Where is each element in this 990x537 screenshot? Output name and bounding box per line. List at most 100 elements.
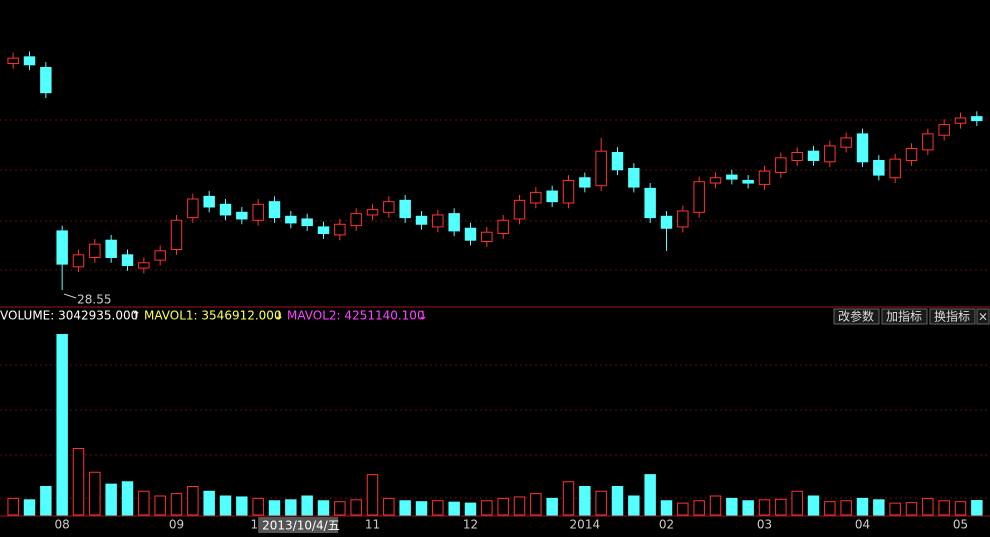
button-frame [881, 308, 928, 325]
candle-body [971, 116, 983, 122]
volume-bar [252, 497, 264, 516]
candle-body [677, 210, 689, 228]
volume-bar [889, 502, 901, 516]
candle-body [954, 117, 967, 124]
volume-bar [693, 500, 705, 516]
x-tick-label: 03 [757, 518, 772, 532]
volume-bar [775, 498, 787, 516]
mavol1-label: MAVOL1: 3546912.000 [144, 309, 282, 323]
volume-bar [628, 495, 640, 516]
volume-bar [301, 495, 313, 516]
volume-bar [121, 481, 134, 516]
volume-bar [448, 501, 460, 516]
button[interactable]: 加指标 [886, 309, 922, 324]
volume-bar [105, 483, 117, 516]
volume-bar [546, 497, 558, 516]
candle-body [922, 133, 934, 151]
volume-bar [350, 499, 362, 516]
candle-body [415, 215, 428, 225]
mavol2-arrow: ↓ [418, 309, 428, 323]
low-annotation: 28.55 [77, 293, 111, 307]
candle-body [791, 152, 803, 161]
candle-body [366, 209, 379, 216]
volume-bar [23, 499, 36, 516]
candle-body [693, 181, 705, 213]
candle-body [334, 223, 346, 236]
candle-body [268, 201, 281, 219]
x-tick-label: 11 [365, 518, 380, 532]
volume-bar [89, 471, 101, 516]
candle-body [742, 179, 754, 184]
x-tick-label: 04 [855, 518, 870, 532]
candle-body [89, 243, 101, 258]
candle-body [660, 215, 673, 229]
volume-label: VOLUME: 3042935.000 [0, 309, 138, 323]
candle-body [285, 215, 297, 224]
volume-bar [807, 495, 820, 516]
button[interactable]: 改参数 [838, 309, 874, 324]
volume-bar [187, 486, 199, 516]
volume-bar [170, 493, 183, 516]
x-tick-label: 02 [659, 518, 674, 532]
volume-bar [791, 490, 803, 516]
volume-bar [709, 495, 722, 516]
candle-body [873, 159, 885, 176]
volume-bar [856, 497, 869, 516]
candle-body [513, 199, 526, 220]
volume-bar [579, 486, 591, 516]
x-tick-label: 2014 [570, 518, 601, 532]
candle-body [546, 190, 558, 203]
candle-body [203, 195, 215, 208]
mavol1-arrow: ↓ [274, 309, 284, 323]
cursor-date-box [258, 517, 339, 533]
candle-body [807, 150, 820, 161]
volume-bar [873, 499, 885, 516]
x-tick-label: 05 [953, 518, 968, 532]
volume-bar [938, 500, 950, 516]
candle-body [154, 250, 166, 261]
candle-body [938, 124, 950, 136]
mavol2-label: MAVOL2: 4251140.100 [287, 309, 425, 323]
candle-body [236, 211, 248, 220]
candle-body [497, 219, 509, 235]
candle-body [219, 203, 232, 216]
close-button[interactable]: × [978, 310, 988, 324]
candle-body [856, 133, 869, 163]
volume-bar [40, 486, 52, 516]
candle-body [448, 213, 460, 232]
volume-bar [595, 490, 607, 516]
candle-body [579, 177, 591, 188]
volume-bar [154, 495, 166, 516]
candle-body [824, 145, 836, 163]
volume-bar [464, 502, 477, 516]
button-frame [833, 308, 880, 325]
candle-body [530, 191, 542, 204]
candle-body [709, 177, 722, 184]
candle-body [611, 152, 624, 171]
volume-bar [7, 497, 19, 516]
volume-bar [954, 501, 967, 516]
x-tick-label: 12 [463, 518, 478, 532]
volume-bar [758, 499, 771, 516]
volume-bar [236, 496, 248, 516]
button[interactable]: 换指标 [934, 309, 970, 324]
candle-body [40, 66, 52, 94]
candle-body [775, 157, 787, 173]
candle-body [105, 239, 117, 258]
candle-body [170, 219, 183, 251]
annotation-arrow [64, 293, 77, 299]
volume-bar [824, 501, 836, 516]
candle-body [187, 198, 199, 219]
volume-bar [644, 474, 656, 516]
volume-bar [138, 490, 150, 516]
candle-body [840, 137, 852, 148]
toolbar: 改参数 加指标 换指标 × [833, 308, 990, 325]
candle-body [121, 254, 134, 266]
candle-body [905, 148, 918, 161]
volume-bar [415, 501, 428, 516]
candle-body [23, 56, 36, 66]
candle-body [758, 170, 771, 185]
volume-bar [726, 497, 738, 516]
candle-body [644, 187, 656, 219]
